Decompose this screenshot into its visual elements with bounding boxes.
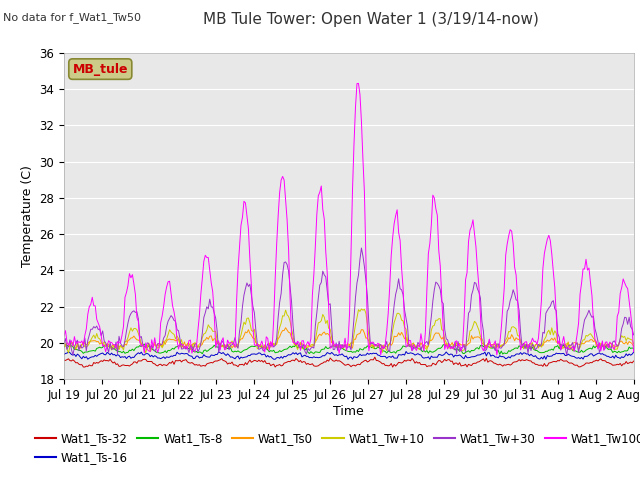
X-axis label: Time: Time <box>333 405 364 418</box>
Text: MB_tule: MB_tule <box>72 62 128 75</box>
Text: No data for f_Wat1_Tw50: No data for f_Wat1_Tw50 <box>3 12 141 23</box>
Y-axis label: Temperature (C): Temperature (C) <box>20 165 34 267</box>
Text: MB Tule Tower: Open Water 1 (3/19/14-now): MB Tule Tower: Open Water 1 (3/19/14-now… <box>204 12 539 27</box>
Legend: Wat1_Ts-32, Wat1_Ts-16, Wat1_Ts-8, Wat1_Ts0, Wat1_Tw+10, Wat1_Tw+30, Wat1_Tw100: Wat1_Ts-32, Wat1_Ts-16, Wat1_Ts-8, Wat1_… <box>30 428 640 469</box>
